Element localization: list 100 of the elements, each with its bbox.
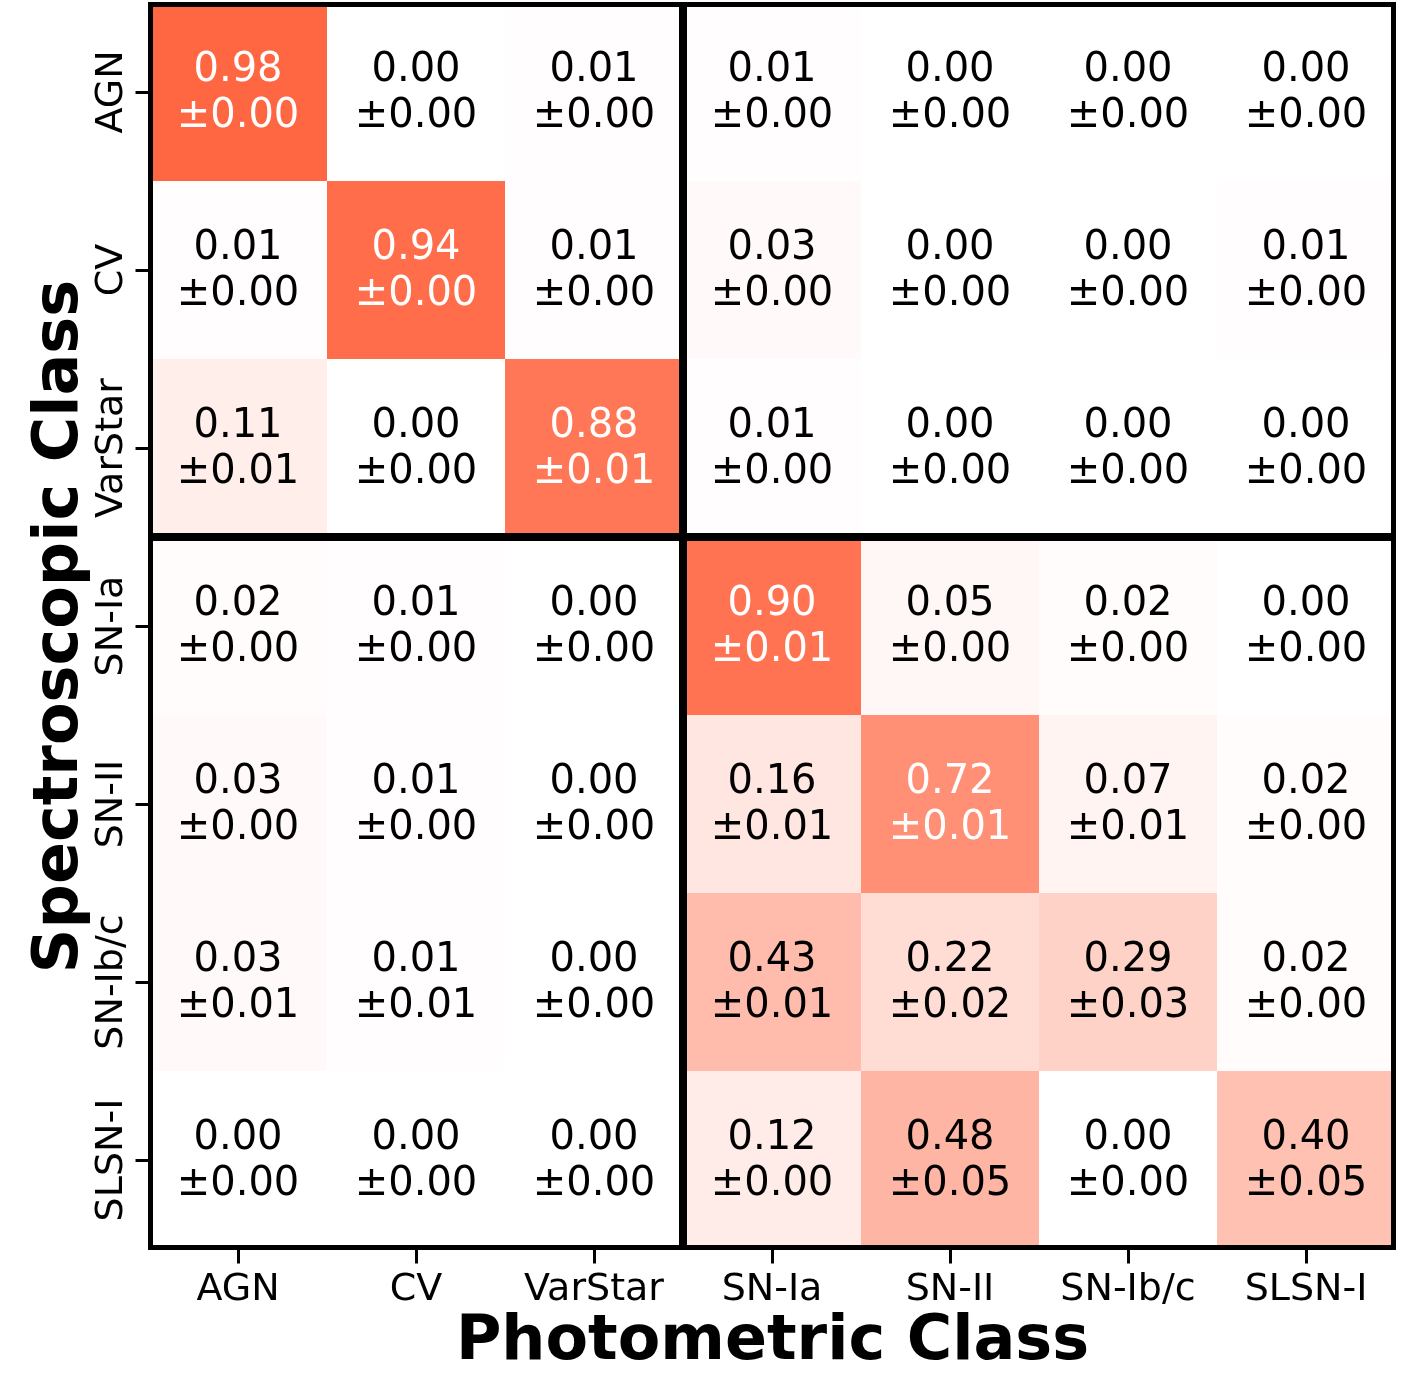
annotation: ±0.00 [1066,268,1190,314]
data-label: 0.02 [1083,578,1173,624]
annotation: ±0.00 [888,446,1012,492]
annotation: ±0.01 [532,446,656,492]
data-label: 0.43 [727,934,817,980]
annotation: ±0.01 [710,980,834,1026]
annotation: ±0.05 [1244,1158,1368,1204]
annotation: ±0.00 [710,1158,834,1204]
annotation: ±0.00 [532,90,656,136]
data-label: 0.88 [549,400,639,446]
annotation: ±0.00 [1066,90,1190,136]
data-label: 0.00 [1083,400,1173,446]
annotation: ±0.00 [888,624,1012,670]
data-label: 0.11 [193,400,283,446]
annotation: ±0.00 [532,624,656,670]
annotation: ±0.00 [532,980,656,1026]
x-tick-label: AGN [196,1264,280,1309]
annotation: ±0.01 [888,802,1012,848]
y-tick-label: VarStar [86,377,131,518]
data-label: 0.00 [549,1112,639,1158]
y-tick-label: SLSN-I [86,1098,131,1222]
data-label: 0.16 [727,756,817,802]
data-label: 0.00 [1083,222,1173,268]
data-label: 0.05 [905,578,995,624]
annotation: ±0.00 [1244,268,1368,314]
annotation: ±0.01 [710,802,834,848]
data-label: 0.00 [1261,578,1351,624]
data-label: 0.00 [549,578,639,624]
data-label: 0.00 [905,400,995,446]
annotation: ±0.00 [532,268,656,314]
data-label: 0.01 [727,44,817,90]
data-label: 0.00 [549,934,639,980]
annotation: ±0.00 [888,268,1012,314]
data-label: 0.01 [371,578,461,624]
annotation: ±0.00 [1244,446,1368,492]
data-label: 0.00 [1261,44,1351,90]
data-label: 0.01 [727,400,817,446]
annotation: ±0.00 [176,90,300,136]
annotation: ±0.05 [888,1158,1012,1204]
data-label: 0.72 [905,756,995,802]
data-label: 0.00 [1083,44,1173,90]
annotation: ±0.00 [354,624,478,670]
data-label: 0.00 [549,756,639,802]
data-label: 0.03 [727,222,817,268]
data-label: 0.00 [371,44,461,90]
data-label: 0.07 [1083,756,1173,802]
data-label: 0.22 [905,934,995,980]
annotation: ±0.00 [354,268,478,314]
data-label: 0.98 [193,44,283,90]
data-label: 0.00 [193,1112,283,1158]
data-label: 0.01 [549,44,639,90]
annotation: ±0.00 [354,802,478,848]
annotation: ±0.00 [532,1158,656,1204]
data-label: 0.00 [1261,400,1351,446]
annotation: ±0.00 [354,90,478,136]
data-label: 0.12 [727,1112,817,1158]
annotation: ±0.00 [1244,980,1368,1026]
data-label: 0.00 [1083,1112,1173,1158]
data-label: 0.02 [1261,756,1351,802]
annotation: ±0.01 [1066,802,1190,848]
annotation: ±0.00 [710,446,834,492]
annotation: ±0.00 [1244,802,1368,848]
x-tick-label: CV [389,1264,443,1309]
annotation: ±0.01 [354,980,478,1026]
annotation: ±0.00 [1244,624,1368,670]
data-label: 0.00 [905,222,995,268]
data-label: 0.48 [905,1112,995,1158]
annotation: ±0.00 [1066,446,1190,492]
data-label: 0.01 [549,222,639,268]
data-label: 0.01 [193,222,283,268]
data-label: 0.40 [1261,1112,1351,1158]
annotation: ±0.00 [176,624,300,670]
data-label: 0.00 [371,1112,461,1158]
annotation: ±0.01 [176,980,300,1026]
data-label: 0.01 [371,756,461,802]
data-label: 0.00 [905,44,995,90]
annotation: ±0.01 [176,446,300,492]
annotation: ±0.00 [1066,1158,1190,1204]
y-tick-label: SN-II [86,759,131,849]
annotation: ±0.00 [176,802,300,848]
annotation: ±0.02 [888,980,1012,1026]
annotation: ±0.00 [354,446,478,492]
data-label: 0.01 [1261,222,1351,268]
annotation: ±0.00 [710,90,834,136]
data-label: 0.02 [193,578,283,624]
annotation: ±0.00 [176,1158,300,1204]
data-label: 0.00 [371,400,461,446]
annotation: ±0.00 [710,268,834,314]
data-label: 0.03 [193,756,283,802]
x-tick-label: SLSN-I [1244,1264,1368,1309]
data-label: 0.02 [1261,934,1351,980]
annotation: ±0.00 [532,802,656,848]
data-label: 0.90 [727,578,817,624]
y-tick-label: AGN [86,50,131,134]
y-tick-label: CV [86,243,131,297]
data-label: 0.94 [371,222,461,268]
annotation: ±0.03 [1066,980,1190,1026]
annotation: ±0.01 [710,624,834,670]
annotation: ±0.00 [1066,624,1190,670]
annotation: ±0.00 [1244,90,1368,136]
